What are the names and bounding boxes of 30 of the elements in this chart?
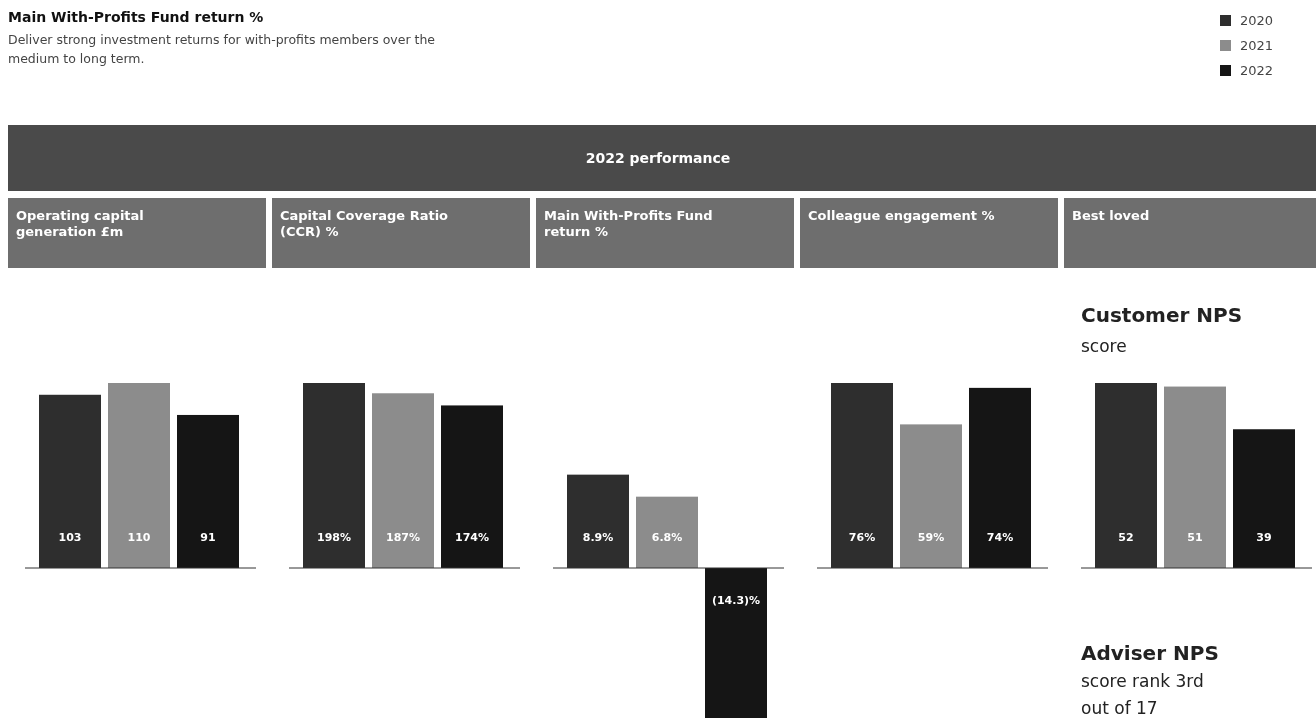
text: Deliver strong investment returns for with-profits members over the medium to long term. xyxy=(8,32,436,66)
data-label: 8.9% xyxy=(582,531,614,544)
data-label: 51 xyxy=(1187,531,1203,544)
data-label: 187% xyxy=(386,531,420,544)
chart-title: Main With-Profits Fund return % xyxy=(544,208,713,239)
chart-title: Operating capital generation £m xyxy=(16,208,144,239)
data-label: 74% xyxy=(986,531,1014,544)
text: Main With-Profits Fund return % xyxy=(8,9,264,25)
chart-subtitle: Customer NPS score xyxy=(1081,303,1243,356)
data-label: 52 xyxy=(1118,531,1134,544)
data-label: 110 xyxy=(127,531,151,544)
data-label: 6.8% xyxy=(651,531,683,544)
data-label: 174% xyxy=(455,531,489,544)
data-label: 103 xyxy=(58,531,82,544)
chart-title: Capital Coverage Ratio (CCR) % xyxy=(280,208,449,239)
data-label: 59% xyxy=(917,531,945,544)
legend-label: 2022 xyxy=(1240,63,1274,78)
data-label: 91 xyxy=(200,531,216,544)
text: out of 17 xyxy=(1081,698,1158,718)
legend-label: 2020 xyxy=(1240,13,1274,28)
text: Adviser NPS xyxy=(1081,641,1219,665)
chart-title: Best loved xyxy=(1072,208,1150,223)
chart-title: Colleague engagement % xyxy=(808,208,995,223)
data-label: 198% xyxy=(317,531,351,544)
data-label: (14.3)% xyxy=(711,594,761,607)
data-label: 39 xyxy=(1256,531,1272,544)
legend-label: 2021 xyxy=(1240,38,1274,53)
text: score rank 3rd xyxy=(1081,671,1204,691)
text: 2022 performance xyxy=(585,150,731,166)
data-label: 76% xyxy=(848,531,876,544)
